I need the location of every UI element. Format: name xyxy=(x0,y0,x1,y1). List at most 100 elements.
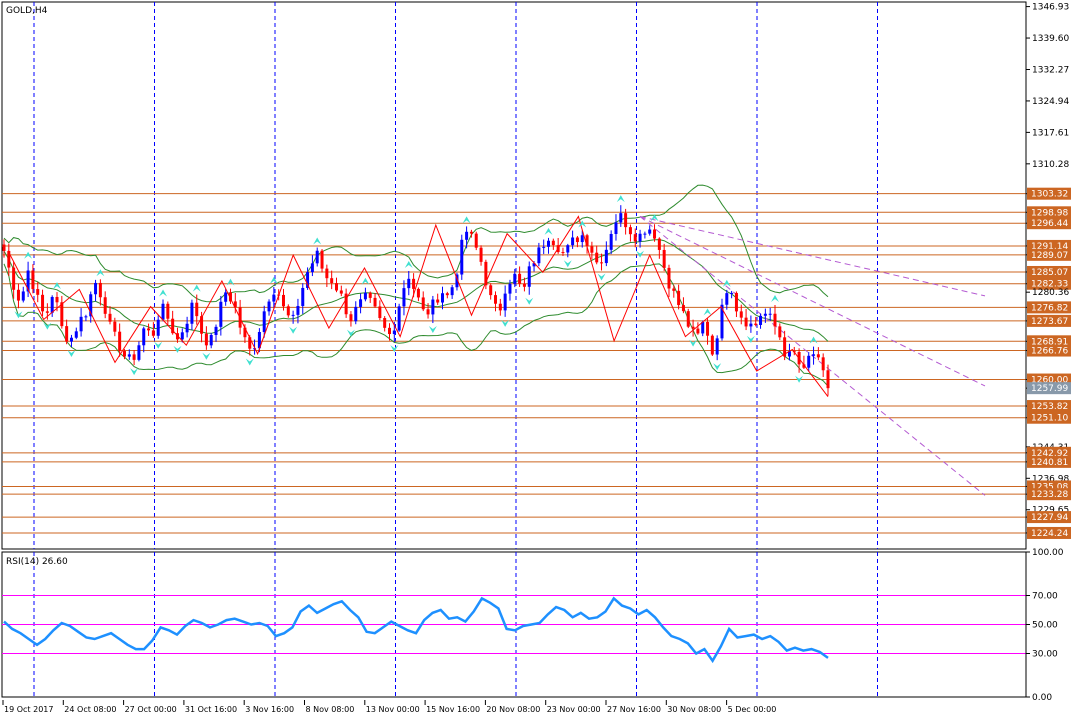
candle-body xyxy=(161,303,165,320)
candle-body xyxy=(532,263,536,267)
candle-body xyxy=(628,227,632,235)
trend-channel-middle-line[interactable] xyxy=(639,216,986,387)
candle-body xyxy=(224,292,228,302)
candle-body xyxy=(614,222,618,234)
candle-body xyxy=(339,290,343,294)
price-pane[interactable]: GOLD,H4 xyxy=(1,1,1027,550)
candle-body xyxy=(484,261,488,286)
fractal-down-arrow xyxy=(130,368,139,376)
time-label: 3 Nov 16:00 xyxy=(245,705,294,714)
candle-body xyxy=(754,323,758,325)
candle-body xyxy=(513,273,517,284)
price-level-label: 1276.82 xyxy=(1031,303,1068,313)
fractal-up-arrow xyxy=(192,284,201,292)
price-level-badge xyxy=(1027,187,1071,200)
price-level-badge xyxy=(1027,511,1071,524)
candle-body xyxy=(600,262,604,264)
candle-body xyxy=(315,250,319,264)
candle-body xyxy=(228,292,232,302)
fractal-down-arrow xyxy=(746,335,755,343)
price-axis: 1346.93 1339.60 1332.27 1324.94 1317.61 1310.… xyxy=(1025,2,1071,549)
candle-body xyxy=(619,213,623,223)
candle-body xyxy=(547,240,551,247)
candle-body xyxy=(301,287,305,306)
price-level-label: 1282.33 xyxy=(1031,280,1068,290)
candle-body xyxy=(715,338,719,355)
candle-body xyxy=(812,354,816,356)
price-level-label: 1235.08 xyxy=(1031,482,1068,492)
price-tick-label: 1346.93 xyxy=(1032,3,1069,13)
candle-body xyxy=(807,355,811,368)
price-level-badge xyxy=(1027,526,1071,539)
candle-body xyxy=(580,235,584,243)
candle-body xyxy=(677,290,681,306)
candle-body xyxy=(551,240,555,246)
price-level-badge xyxy=(1027,248,1071,261)
time-label: 20 Nov 08:00 xyxy=(486,705,540,714)
price-level-label: 1240.81 xyxy=(1031,458,1068,468)
fractal-down-arrow xyxy=(501,319,510,327)
price-tick-label: 1317.61 xyxy=(1032,128,1069,138)
price-level-label: 1298.98 xyxy=(1031,208,1068,218)
price-level-label: 1268.91 xyxy=(1031,337,1068,347)
rsi-tick-label: 30.00 xyxy=(1032,650,1058,660)
candle-body xyxy=(171,318,175,334)
price-level-badge xyxy=(1027,344,1071,357)
candle-body xyxy=(354,306,358,322)
candle-body xyxy=(657,238,661,250)
price-level-label: 1296.44 xyxy=(1031,219,1068,229)
candle-body xyxy=(720,304,724,339)
price-level-label: 1260.00 xyxy=(1031,376,1068,386)
candle-body xyxy=(604,249,608,264)
fractal-down-arrow xyxy=(428,326,437,334)
trend-channel-upper-line[interactable] xyxy=(639,216,986,297)
price-level-badge xyxy=(1027,206,1071,219)
fractal-up-arrow xyxy=(313,237,322,245)
candle-body xyxy=(12,267,16,290)
fractal-up-arrow xyxy=(809,336,818,344)
candle-body xyxy=(624,213,628,228)
rsi-pane[interactable]: RSI(14) 26.60 xyxy=(1,551,1027,698)
trend-channel-lower-line[interactable] xyxy=(639,216,986,496)
symbol-label: GOLD,H4 xyxy=(6,6,48,16)
fractal-down-arrow xyxy=(245,358,254,366)
price-level-label: 1233.28 xyxy=(1031,490,1068,500)
price-level-badge xyxy=(1027,488,1071,501)
fractal-down-arrow xyxy=(173,345,182,353)
current-price-label: 1257.99 xyxy=(1031,384,1068,394)
fractal-down-arrow xyxy=(636,250,645,258)
candle-body xyxy=(489,285,493,296)
fractal-up-arrow xyxy=(269,276,278,284)
candle-body xyxy=(2,244,6,251)
candle-body xyxy=(142,328,146,346)
candle-body xyxy=(402,288,406,307)
candle-body xyxy=(421,297,425,310)
fractal-up-arrow xyxy=(770,294,779,302)
fractal-up-arrow xyxy=(404,260,413,268)
lower-band-line xyxy=(3,263,829,387)
candle-body xyxy=(397,306,401,331)
candle-body xyxy=(190,302,194,324)
candle-body xyxy=(69,337,73,342)
price-level-badge xyxy=(1027,277,1071,290)
candle-body xyxy=(363,292,367,300)
candle-body xyxy=(132,354,136,360)
candle-body xyxy=(648,229,652,234)
price-level-label: 1253.82 xyxy=(1031,402,1068,412)
candle-body xyxy=(248,337,252,349)
fractal-down-arrow xyxy=(390,345,399,353)
candle-body xyxy=(450,287,454,296)
time-label: 24 Oct 08:00 xyxy=(64,705,116,714)
candle-body xyxy=(575,237,579,243)
candle-body xyxy=(749,323,753,327)
candle-body xyxy=(108,313,112,322)
candle-body xyxy=(113,321,117,332)
price-tick-label: 1339.60 xyxy=(1032,34,1069,44)
price-tick-label: 1236.98 xyxy=(1032,474,1069,484)
candle-body xyxy=(306,272,310,288)
fractal-down-arrow xyxy=(795,375,804,383)
time-label: 23 Nov 00:00 xyxy=(547,705,601,714)
price-level-label: 1266.76 xyxy=(1031,347,1068,357)
candle-body xyxy=(156,319,160,336)
candle-body xyxy=(802,364,806,368)
